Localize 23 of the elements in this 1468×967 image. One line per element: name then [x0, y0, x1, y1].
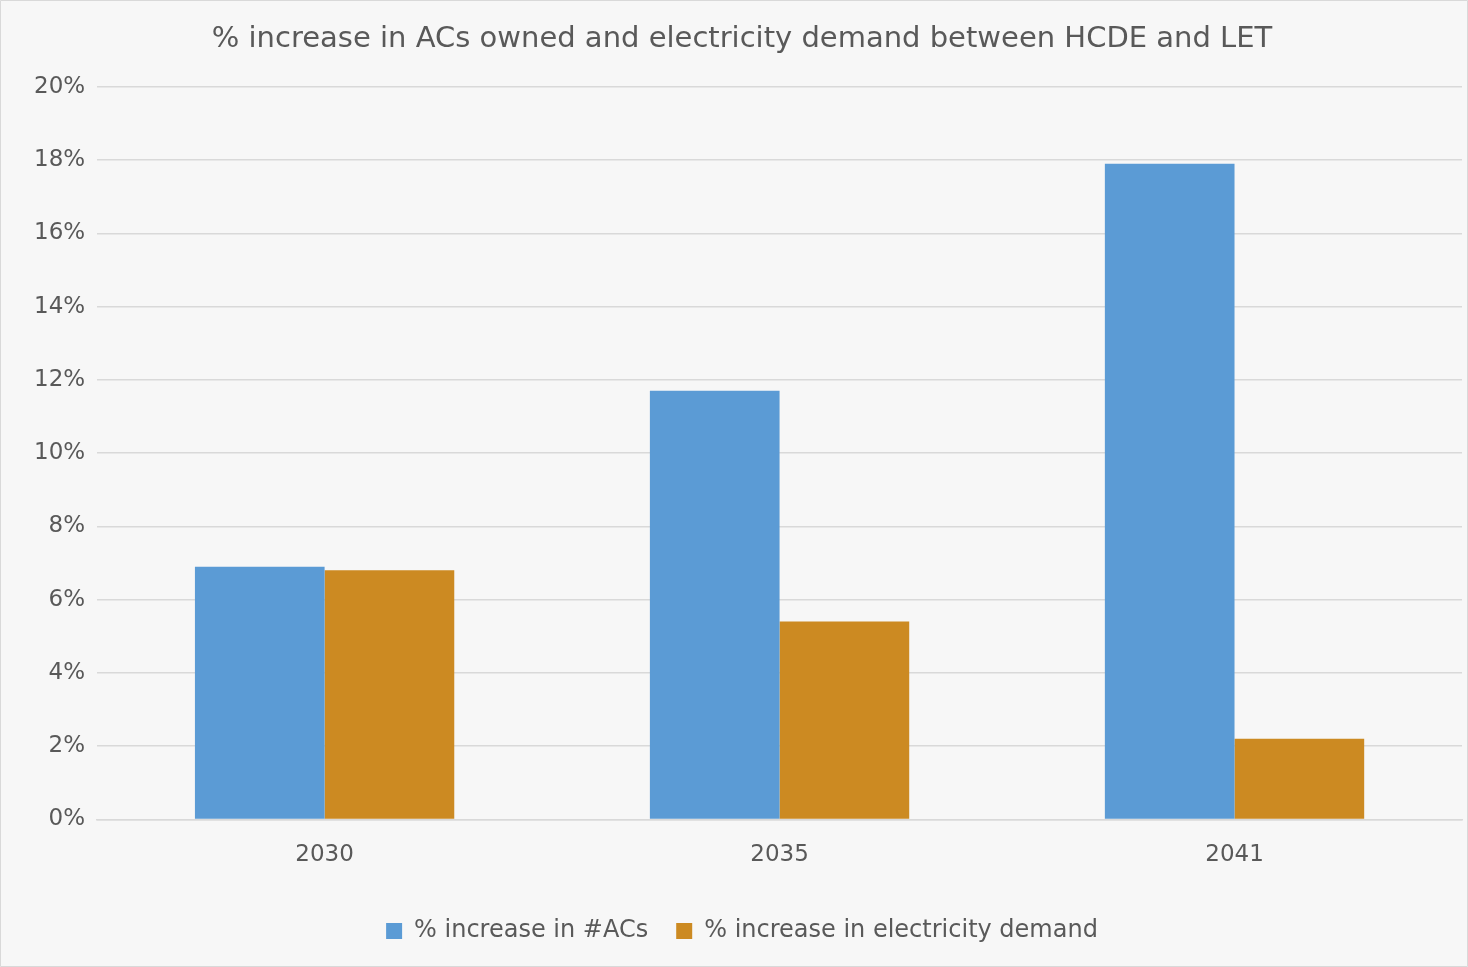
y-tick-label: 0% — [48, 804, 86, 831]
y-tick-label: 16% — [34, 218, 86, 245]
y-tick-label: 6% — [48, 584, 86, 611]
bar — [779, 621, 910, 819]
y-tick-label: 12% — [34, 364, 86, 391]
bar — [649, 390, 780, 819]
legend-label: % increase in #ACs — [414, 915, 649, 944]
y-tick-label: 4% — [48, 657, 86, 684]
y-tick-label: 18% — [34, 145, 86, 172]
x-tick-label: 2030 — [295, 840, 354, 867]
bar — [1234, 738, 1365, 819]
y-tick-label: 8% — [48, 511, 86, 538]
bar — [324, 570, 455, 819]
bar — [194, 566, 325, 819]
x-tick-label: 2041 — [1205, 840, 1264, 867]
y-tick-label: 2% — [48, 731, 86, 758]
y-tick-label: 10% — [34, 438, 86, 465]
y-tick-label: 20% — [34, 71, 86, 98]
legend-label: % increase in electricity demand — [704, 915, 1098, 944]
chart-title: % increase in ACs owned and electricity demand between HCDE and LET — [211, 19, 1273, 54]
y-tick-label: 14% — [34, 291, 86, 318]
x-tick-label: 2035 — [750, 840, 809, 867]
bar — [1104, 163, 1235, 819]
